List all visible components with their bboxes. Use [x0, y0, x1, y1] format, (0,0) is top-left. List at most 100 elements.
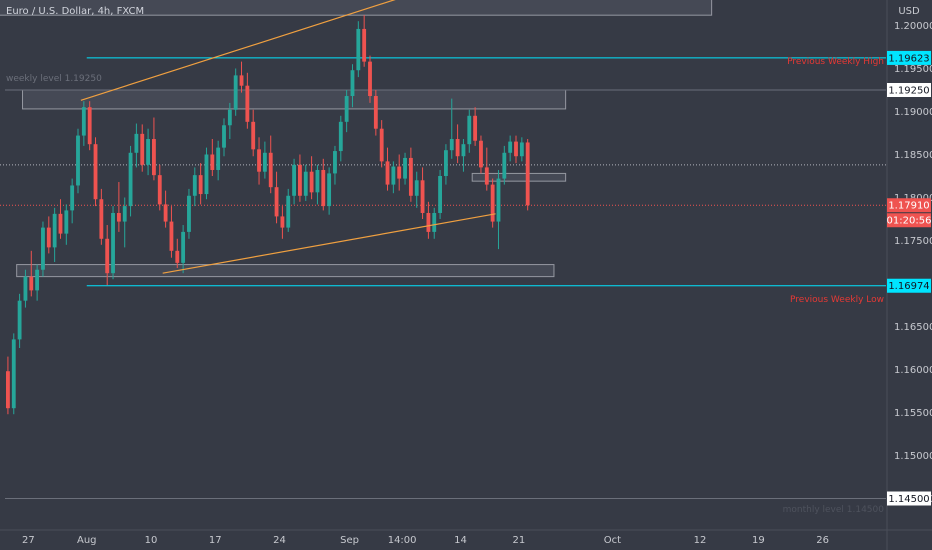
- candle-body[interactable]: [473, 115, 478, 141]
- candle-body[interactable]: [408, 157, 413, 196]
- candle-body[interactable]: [268, 152, 273, 188]
- candle-body[interactable]: [356, 28, 361, 71]
- candle-body[interactable]: [163, 204, 168, 222]
- candle-body[interactable]: [420, 180, 425, 213]
- candle-body[interactable]: [99, 199, 104, 239]
- candle-body[interactable]: [35, 269, 40, 291]
- candle-body[interactable]: [64, 210, 69, 234]
- time-axis[interactable]: 27 Aug 10 17 24 Sep 14:00 14 21 Oct 12 19 26: [22, 535, 829, 546]
- candle-body[interactable]: [403, 157, 407, 179]
- candle-body[interactable]: [146, 139, 150, 165]
- candle-body[interactable]: [426, 212, 431, 232]
- candle-body[interactable]: [397, 166, 402, 179]
- candle-body[interactable]: [309, 171, 314, 193]
- candle-body[interactable]: [198, 175, 203, 195]
- candle-body[interactable]: [116, 212, 121, 222]
- candle-body[interactable]: [292, 164, 296, 196]
- candle-body[interactable]: [508, 141, 513, 153]
- candle-body[interactable]: [152, 139, 156, 176]
- candle-body[interactable]: [303, 171, 308, 196]
- candle-body[interactable]: [6, 371, 10, 409]
- candle-body[interactable]: [157, 175, 162, 205]
- candle-body[interactable]: [444, 150, 448, 176]
- candle-body[interactable]: [93, 144, 98, 200]
- candle-body[interactable]: [385, 161, 390, 185]
- candle-body[interactable]: [187, 195, 191, 232]
- candle-body[interactable]: [338, 121, 343, 152]
- candle-body[interactable]: [41, 227, 45, 270]
- candle-body[interactable]: [414, 180, 419, 196]
- candle-body[interactable]: [227, 109, 232, 126]
- candle-body[interactable]: [438, 176, 442, 213]
- candle-body[interactable]: [251, 121, 256, 150]
- candle-body[interactable]: [391, 166, 396, 185]
- candle-body[interactable]: [379, 128, 384, 162]
- candle-body[interactable]: [222, 125, 226, 148]
- candle-body[interactable]: [257, 149, 261, 172]
- candle-body[interactable]: [490, 184, 495, 222]
- candle-body[interactable]: [461, 144, 466, 157]
- trendline[interactable]: [162, 213, 496, 274]
- candle-body[interactable]: [344, 96, 349, 122]
- zone-box[interactable]: [0, 0, 713, 16]
- candle-body[interactable]: [519, 142, 524, 157]
- candle-body[interactable]: [362, 28, 367, 62]
- candle-body[interactable]: [350, 70, 355, 97]
- candle-body[interactable]: [181, 231, 186, 263]
- candle-body[interactable]: [321, 169, 326, 207]
- candle-body[interactable]: [280, 216, 285, 228]
- candle-body[interactable]: [216, 147, 221, 170]
- candle-body[interactable]: [210, 154, 215, 170]
- candle-body[interactable]: [70, 185, 75, 211]
- candle-body[interactable]: [484, 167, 489, 185]
- candle-body[interactable]: [29, 276, 34, 291]
- zone-box[interactable]: [471, 172, 567, 182]
- candle-body[interactable]: [111, 212, 115, 274]
- candle-body[interactable]: [479, 140, 483, 168]
- candle-body[interactable]: [455, 139, 460, 157]
- candle-body[interactable]: [373, 96, 378, 129]
- candle-body[interactable]: [87, 107, 92, 145]
- candle-body[interactable]: [333, 151, 337, 174]
- candle-body[interactable]: [502, 152, 507, 179]
- candle-body[interactable]: [368, 61, 372, 97]
- time-tick-label: 27: [22, 535, 35, 546]
- candle-body[interactable]: [134, 133, 139, 153]
- candle-body[interactable]: [11, 339, 16, 409]
- candle-body[interactable]: [76, 135, 80, 186]
- candle-body[interactable]: [46, 227, 51, 248]
- candle-body[interactable]: [128, 152, 133, 207]
- candle-body[interactable]: [122, 206, 127, 222]
- candle-body[interactable]: [274, 187, 279, 217]
- candle-body[interactable]: [52, 213, 57, 248]
- candle-body[interactable]: [204, 154, 209, 195]
- candle-body[interactable]: [432, 212, 437, 232]
- candle-body[interactable]: [17, 300, 22, 340]
- candle-body[interactable]: [233, 75, 238, 110]
- candle-body[interactable]: [169, 221, 174, 251]
- candle-body[interactable]: [315, 169, 320, 193]
- candle-body[interactable]: [496, 178, 501, 222]
- zone-box[interactable]: [16, 264, 555, 278]
- candle-body[interactable]: [525, 142, 530, 206]
- candle-body[interactable]: [192, 175, 197, 196]
- candle-body[interactable]: [23, 276, 28, 301]
- candle-body[interactable]: [449, 139, 454, 151]
- candle-body[interactable]: [286, 195, 291, 228]
- candle-body[interactable]: [262, 152, 267, 172]
- candle-body[interactable]: [58, 213, 63, 234]
- candle-body[interactable]: [140, 133, 145, 165]
- candle-body[interactable]: [175, 250, 180, 263]
- price-tick-label: 1.16500: [894, 322, 932, 333]
- candle-body[interactable]: [514, 141, 518, 157]
- trendlines-layer: [80, 0, 496, 274]
- candle-body[interactable]: [298, 164, 302, 196]
- candle-body[interactable]: [81, 107, 86, 136]
- candle-body[interactable]: [239, 75, 244, 86]
- candle-body[interactable]: [327, 173, 332, 207]
- candle-body[interactable]: [245, 85, 250, 122]
- trendline[interactable]: [80, 0, 443, 101]
- candle-body[interactable]: [467, 115, 472, 145]
- candle-body[interactable]: [105, 238, 110, 274]
